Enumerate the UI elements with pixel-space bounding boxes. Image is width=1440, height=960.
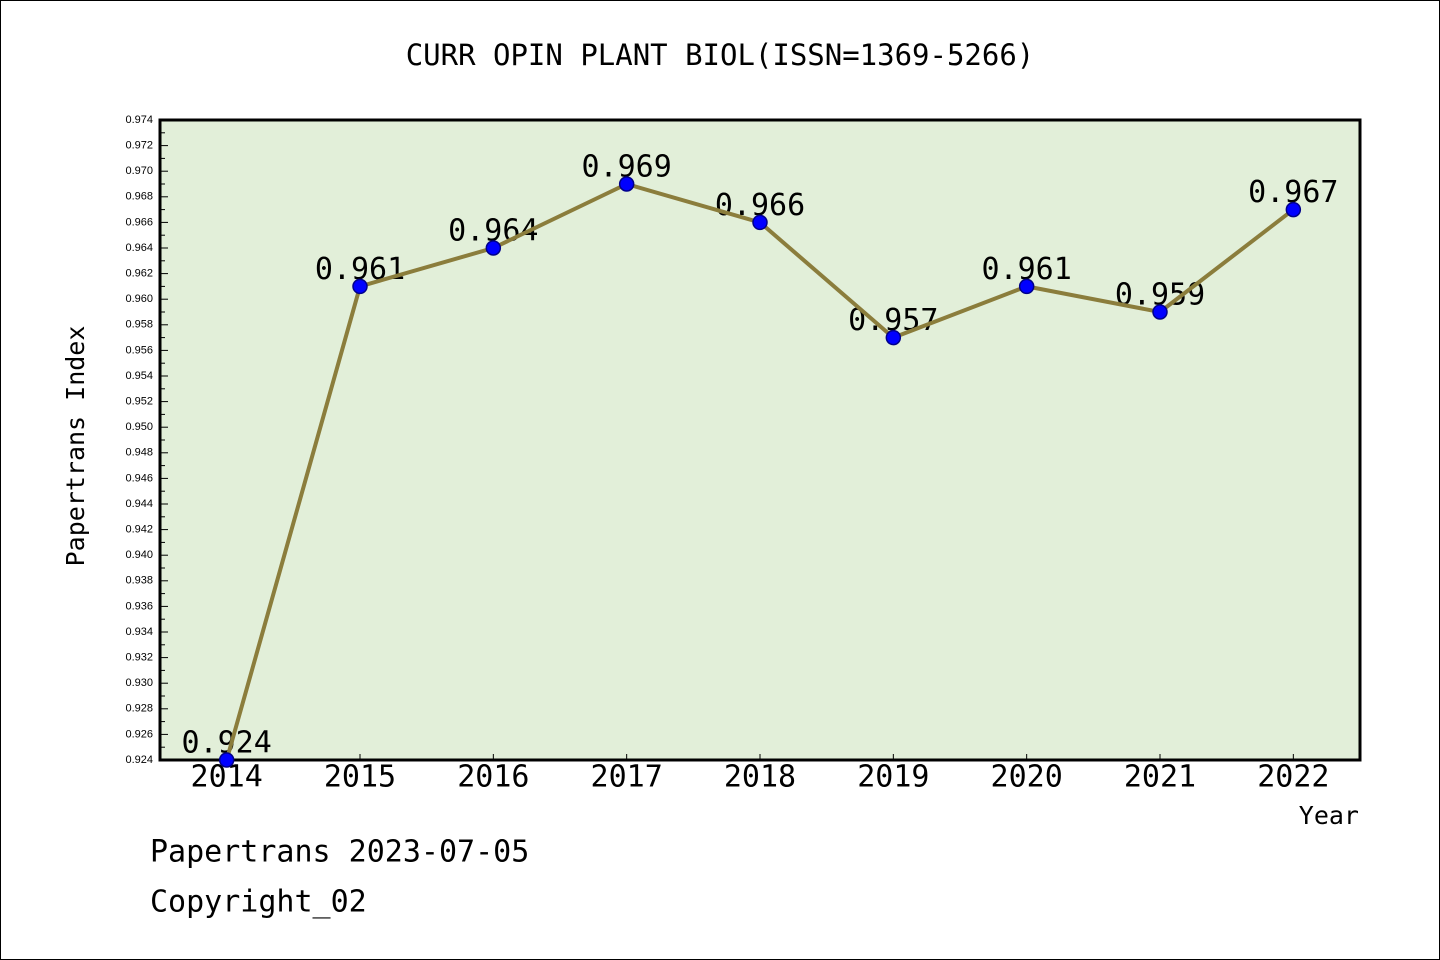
x-tick-label: 2016 [457, 760, 529, 795]
y-tick-label: 0.924 [125, 754, 153, 766]
y-tick-label: 0.950 [125, 421, 153, 433]
x-tick-label: 2022 [1257, 760, 1329, 795]
y-tick-label: 0.954 [125, 370, 153, 382]
y-tick-label: 0.964 [125, 242, 153, 254]
data-points [218, 176, 1302, 768]
x-tick-label: 2015 [324, 760, 396, 795]
y-axis: 0.924 0.926 0.928 0.930 0.932 0.934 0.936 0.938… [125, 114, 168, 766]
y-tick-label: 0.926 [125, 728, 153, 740]
y-tick-label: 0.958 [125, 319, 153, 331]
x-tick-label: 2020 [991, 760, 1063, 795]
x-tick-label: 2021 [1124, 760, 1196, 795]
y-tick-label: 0.948 [125, 447, 153, 459]
y-tick-label: 0.970 [125, 165, 153, 177]
y-tick-label: 0.930 [125, 677, 153, 689]
data-point [1152, 304, 1168, 320]
x-tick-label: 2018 [724, 760, 796, 795]
y-tick-label: 0.932 [125, 652, 153, 664]
y-axis-label: Papertrans Index [61, 326, 90, 567]
data-point [618, 176, 635, 192]
y-tick-label: 0.946 [125, 472, 153, 484]
footer-copyright: Copyright_02 [150, 885, 367, 920]
y-tick-label: 0.974 [125, 114, 153, 126]
y-tick-label: 0.956 [125, 344, 153, 356]
y-tick-label: 0.942 [125, 524, 153, 536]
x-tick-label: 2019 [857, 760, 929, 795]
data-point [1285, 201, 1302, 218]
y-tick-label: 0.972 [125, 140, 153, 152]
footer-date: Papertrans 2023-07-05 [150, 835, 529, 870]
data-point [218, 752, 235, 768]
y-tick-label: 0.962 [125, 268, 153, 280]
data-point [885, 329, 902, 346]
data-point [752, 214, 768, 231]
y-tick-label: 0.934 [125, 626, 153, 638]
y-tick-label: 0.936 [125, 600, 153, 612]
y-tick-label: 0.952 [125, 396, 153, 408]
data-point [352, 278, 368, 295]
x-axis: 2014 2015 2016 2017 2018 2019 2020 2021 2022 [191, 754, 1329, 795]
plot-border [158, 118, 1362, 762]
y-tick-label: 0.940 [125, 549, 153, 561]
y-tick-label: 0.944 [125, 498, 153, 510]
x-tick-label: 2017 [591, 760, 663, 795]
y-tick-label: 0.928 [125, 703, 153, 715]
y-tick-label: 0.960 [125, 293, 153, 305]
y-tick-label: 0.938 [125, 575, 153, 587]
data-point [485, 240, 502, 256]
x-axis-label: Year [1299, 801, 1359, 830]
y-tick-label: 0.966 [125, 216, 153, 228]
chart-title: CURR OPIN PLANT BIOL(ISSN=1369-5266) [406, 38, 1035, 72]
data-point [1018, 278, 1035, 295]
y-tick-label: 0.968 [125, 191, 153, 203]
